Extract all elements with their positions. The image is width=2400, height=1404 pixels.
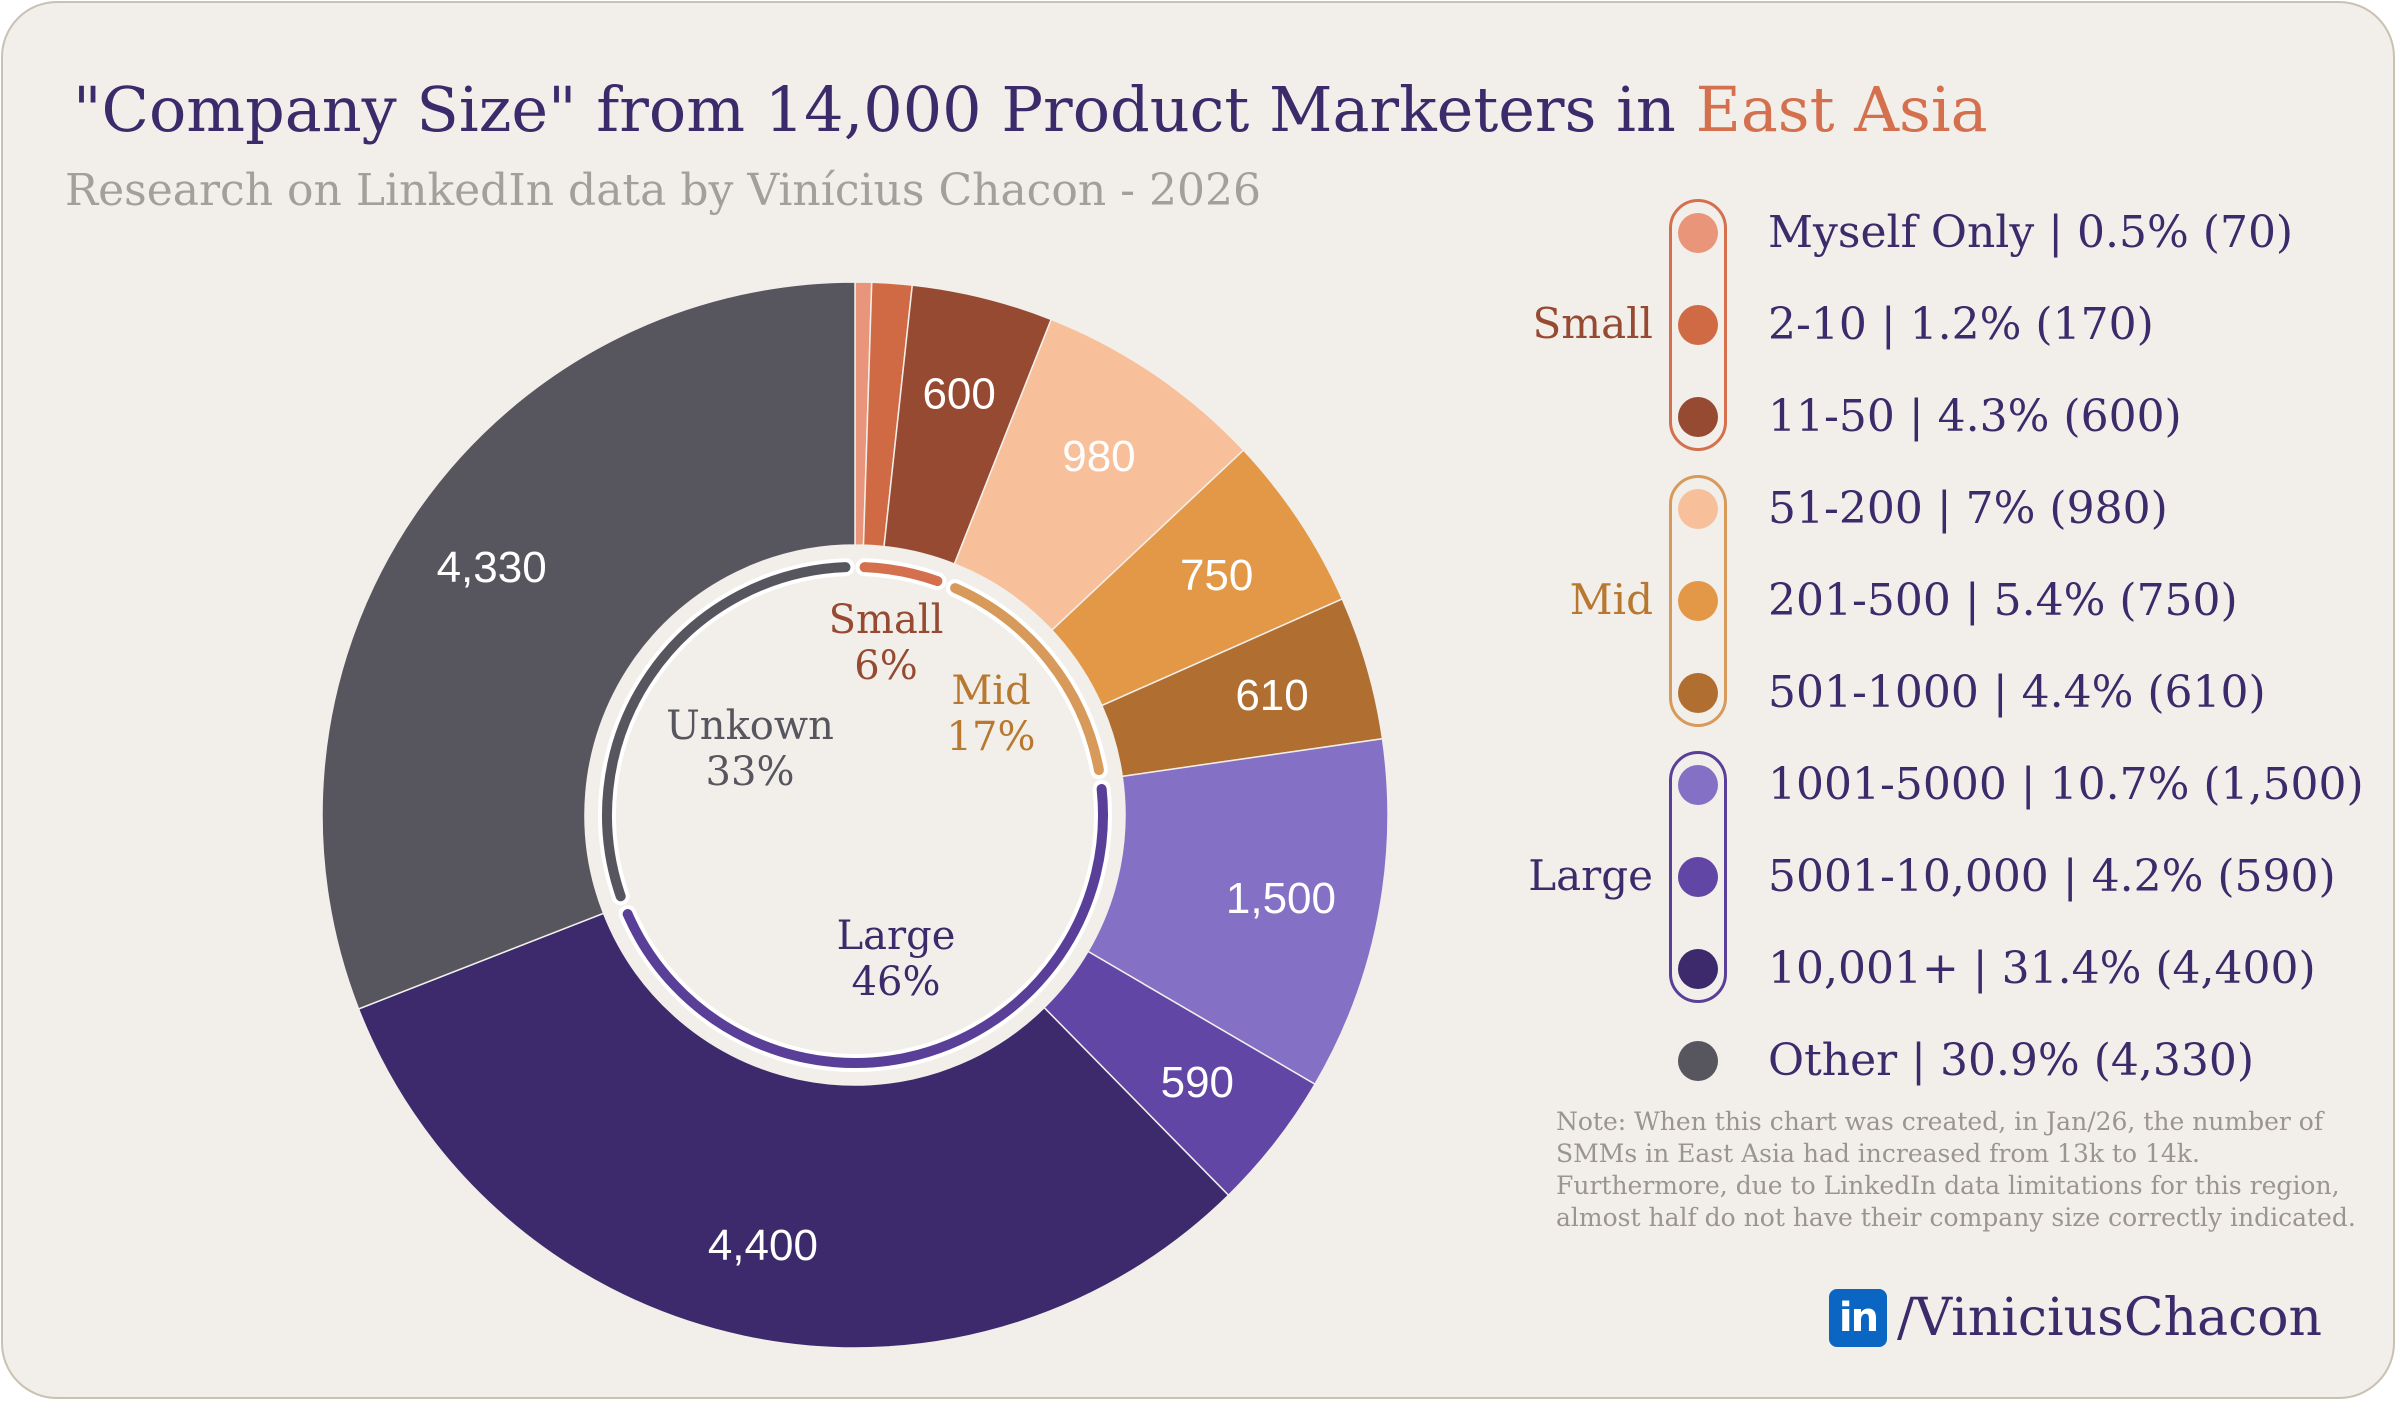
group-percent-unkown: 33%: [706, 749, 795, 795]
linkedin-icon: in: [1829, 1289, 1887, 1347]
group-ring-large: [622, 783, 1109, 1069]
slice-value-label: 750: [1180, 551, 1253, 600]
group-percent-mid: 17%: [947, 714, 1036, 760]
slice-10-001-[interactable]: [357, 912, 1230, 1349]
group-label-unkown: Unkown: [666, 703, 834, 749]
group-label-small: Small: [829, 597, 944, 643]
group-ring-mid: [950, 583, 1104, 776]
slice-value-label: 600: [922, 370, 995, 419]
slice-other[interactable]: [321, 281, 856, 1010]
slice-value-label: 590: [1161, 1058, 1234, 1107]
group-percent-large: 46%: [852, 959, 941, 1005]
group-ring-small: [859, 562, 943, 587]
chart-title: "Company Size" from 14,000 Product Marke…: [73, 73, 1988, 147]
footnote: Note: When this chart was created, in Ja…: [1556, 1107, 2356, 1232]
linkedin-handle[interactable]: /ViniciusChacon: [1897, 1288, 2323, 1348]
title-accent: East Asia: [1695, 73, 1988, 146]
slice-value-label: 610: [1235, 671, 1308, 720]
chart-subtitle: Research on LinkedIn data by Vinícius Ch…: [65, 165, 1261, 216]
slice-value-label: 1,500: [1226, 874, 1336, 923]
slice-value-label: 4,400: [708, 1221, 818, 1270]
slice-value-label: 980: [1062, 432, 1135, 481]
group-label-large: Large: [837, 913, 956, 959]
title-main: "Company Size" from 14,000 Product Marke…: [73, 73, 1676, 146]
slice-value-label: 4,330: [437, 543, 547, 592]
brand-credit: in /ViniciusChacon: [1829, 1288, 2322, 1348]
group-ring-unkown: [602, 562, 851, 902]
group-label-mid: Mid: [951, 668, 1030, 714]
slice-1001-5000[interactable]: [1086, 737, 1389, 1086]
group-percent-small: 6%: [854, 643, 917, 689]
